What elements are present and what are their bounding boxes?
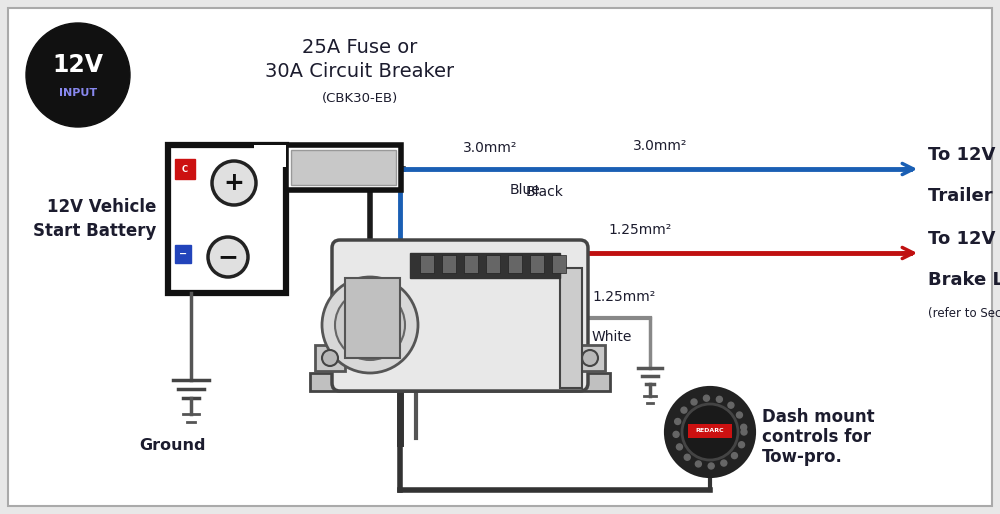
Text: REDARC: REDARC: [696, 429, 724, 433]
Circle shape: [212, 161, 256, 205]
Circle shape: [322, 277, 418, 373]
Text: controls for: controls for: [762, 428, 871, 446]
Text: 30A Circuit Breaker: 30A Circuit Breaker: [265, 62, 455, 81]
Text: 1.25mm²: 1.25mm²: [592, 290, 655, 304]
Circle shape: [26, 23, 130, 127]
Circle shape: [582, 350, 598, 366]
Circle shape: [691, 399, 697, 405]
Bar: [175, 245, 191, 263]
Text: (refer to Section 2.2.1): (refer to Section 2.2.1): [928, 307, 1000, 320]
Bar: [291, 150, 396, 185]
Bar: [175, 159, 195, 179]
Text: (CBK30-EB): (CBK30-EB): [322, 92, 398, 105]
FancyBboxPatch shape: [332, 240, 588, 391]
Text: To 12V Vehicle: To 12V Vehicle: [928, 230, 1000, 248]
Circle shape: [322, 350, 338, 366]
Circle shape: [739, 442, 745, 448]
Text: White: White: [592, 330, 632, 344]
Bar: [315, 345, 345, 371]
Text: Black: Black: [526, 185, 564, 199]
Text: To 12V Electric: To 12V Electric: [928, 146, 1000, 164]
Text: Brake Light trigger: Brake Light trigger: [928, 271, 1000, 289]
Circle shape: [673, 431, 679, 437]
Text: 3.0mm²: 3.0mm²: [463, 141, 517, 155]
Bar: [575, 345, 605, 371]
Circle shape: [684, 454, 690, 460]
Text: 12V Vehicle
Start Battery: 12V Vehicle Start Battery: [33, 198, 156, 240]
Text: Blue: Blue: [510, 183, 541, 197]
Circle shape: [682, 404, 738, 460]
Bar: [310, 373, 610, 391]
Text: 3.0mm²: 3.0mm²: [633, 139, 687, 153]
Circle shape: [736, 412, 742, 418]
Text: Dash mount: Dash mount: [762, 408, 875, 426]
Bar: [464, 255, 478, 273]
Circle shape: [721, 460, 727, 466]
Text: C: C: [182, 164, 188, 174]
Circle shape: [708, 463, 714, 469]
Bar: [410, 253, 560, 278]
Text: −: −: [179, 249, 187, 259]
Text: Trailer Brakes: Trailer Brakes: [928, 187, 1000, 205]
Bar: [168, 145, 286, 293]
Circle shape: [741, 429, 747, 435]
Bar: [486, 255, 500, 273]
Circle shape: [703, 395, 709, 401]
Circle shape: [335, 290, 405, 360]
Text: 1.25mm²: 1.25mm²: [608, 223, 672, 237]
Bar: [560, 268, 582, 388]
Bar: [508, 255, 522, 273]
Bar: [286, 145, 401, 190]
Text: INPUT: INPUT: [59, 88, 97, 98]
Text: Ground: Ground: [140, 438, 206, 453]
Text: 12V: 12V: [52, 53, 104, 77]
Bar: [688, 424, 732, 438]
Text: −: −: [218, 245, 239, 269]
Bar: [420, 255, 434, 273]
Circle shape: [676, 444, 682, 450]
Bar: [254, 145, 286, 167]
Circle shape: [741, 424, 747, 430]
Bar: [442, 255, 456, 273]
Circle shape: [666, 388, 754, 476]
Circle shape: [728, 402, 734, 408]
Circle shape: [695, 461, 701, 467]
Text: Tow-pro.: Tow-pro.: [762, 448, 843, 466]
Circle shape: [716, 396, 722, 402]
Circle shape: [731, 453, 737, 458]
Text: Red: Red: [510, 267, 536, 281]
Circle shape: [675, 418, 681, 425]
Circle shape: [208, 237, 248, 277]
Bar: [552, 255, 566, 273]
Text: 25A Fuse or: 25A Fuse or: [302, 38, 418, 57]
Text: +: +: [224, 171, 244, 195]
Circle shape: [681, 407, 687, 413]
Bar: [530, 255, 544, 273]
Bar: [345, 278, 400, 358]
